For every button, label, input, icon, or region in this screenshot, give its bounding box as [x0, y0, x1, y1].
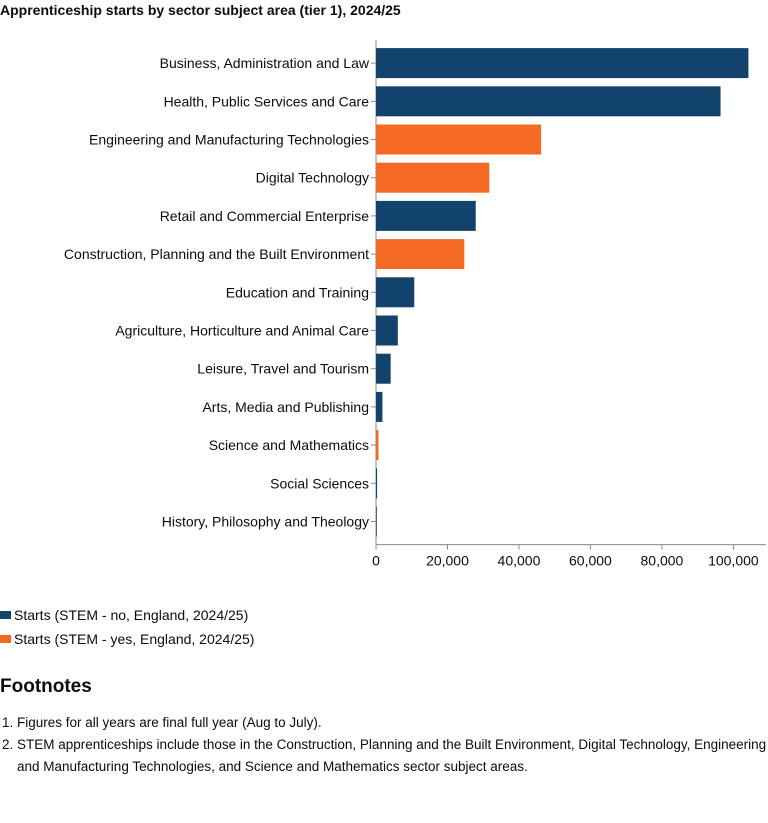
category-label-5: Construction, Planning and the Built Env…: [64, 246, 369, 262]
footnotes-list: Figures for all years are final full yea…: [0, 712, 768, 778]
bar-5: [376, 239, 465, 270]
category-label-11: Social Sciences: [270, 475, 369, 491]
category-label-6: Education and Training: [226, 284, 369, 300]
bar-0: [376, 48, 749, 79]
bar-6: [376, 277, 415, 308]
category-label-12: History, Philosophy and Theology: [162, 514, 369, 530]
category-label-10: Science and Mathematics: [209, 437, 369, 453]
bar-12: [376, 506, 377, 537]
legend-label-stem-no: Starts (STEM - no, England, 2024/25): [14, 607, 249, 623]
category-label-8: Leisure, Travel and Tourism: [197, 361, 369, 377]
x-tick-label-4: 80,000: [641, 553, 684, 569]
bar-10: [376, 430, 379, 461]
bar-8: [376, 353, 391, 384]
legend-label-stem-yes: Starts (STEM - yes, England, 2024/25): [14, 631, 255, 647]
category-label-3: Digital Technology: [256, 170, 369, 186]
x-tick-label-0: 0: [372, 553, 380, 569]
bar-2: [376, 124, 542, 155]
bar-1: [376, 86, 721, 117]
legend-item-stem-yes: Starts (STEM - yes, England, 2024/25): [0, 627, 254, 651]
footnote-item: Figures for all years are final full yea…: [17, 712, 768, 734]
category-label-7: Agriculture, Horticulture and Animal Car…: [115, 323, 369, 339]
category-label-9: Arts, Media and Publishing: [202, 399, 369, 415]
legend-item-stem-no: Starts (STEM - no, England, 2024/25): [0, 603, 254, 627]
category-label-2: Engineering and Manufacturing Technologi…: [89, 132, 369, 148]
legend-swatch-stem-yes: [0, 635, 11, 643]
category-label-1: Health, Public Services and Care: [164, 93, 370, 109]
x-tick-label-1: 20,000: [426, 553, 469, 569]
bar-chart: Business, Administration and Law Health, …: [64, 40, 766, 569]
x-tick-label-5: 100,000: [708, 553, 759, 569]
x-tick-label-3: 60,000: [569, 553, 612, 569]
legend-swatch-stem-no: [0, 611, 11, 619]
footnotes-heading: Footnotes: [0, 676, 92, 697]
chart-legend: Starts (STEM - no, England, 2024/25) Sta…: [0, 603, 254, 651]
bar-11: [376, 468, 378, 499]
footnote-item: STEM apprenticeships include those in th…: [17, 734, 768, 778]
category-label-0: Business, Administration and Law: [160, 55, 370, 71]
x-tick-label-2: 40,000: [498, 553, 541, 569]
bar-3: [376, 162, 490, 193]
bar-7: [376, 315, 398, 346]
bar-4: [376, 200, 476, 231]
chart-title: Apprenticeship starts by sector subject …: [0, 2, 401, 18]
category-label-4: Retail and Commercial Enterprise: [160, 208, 370, 224]
bar-9: [376, 391, 383, 422]
